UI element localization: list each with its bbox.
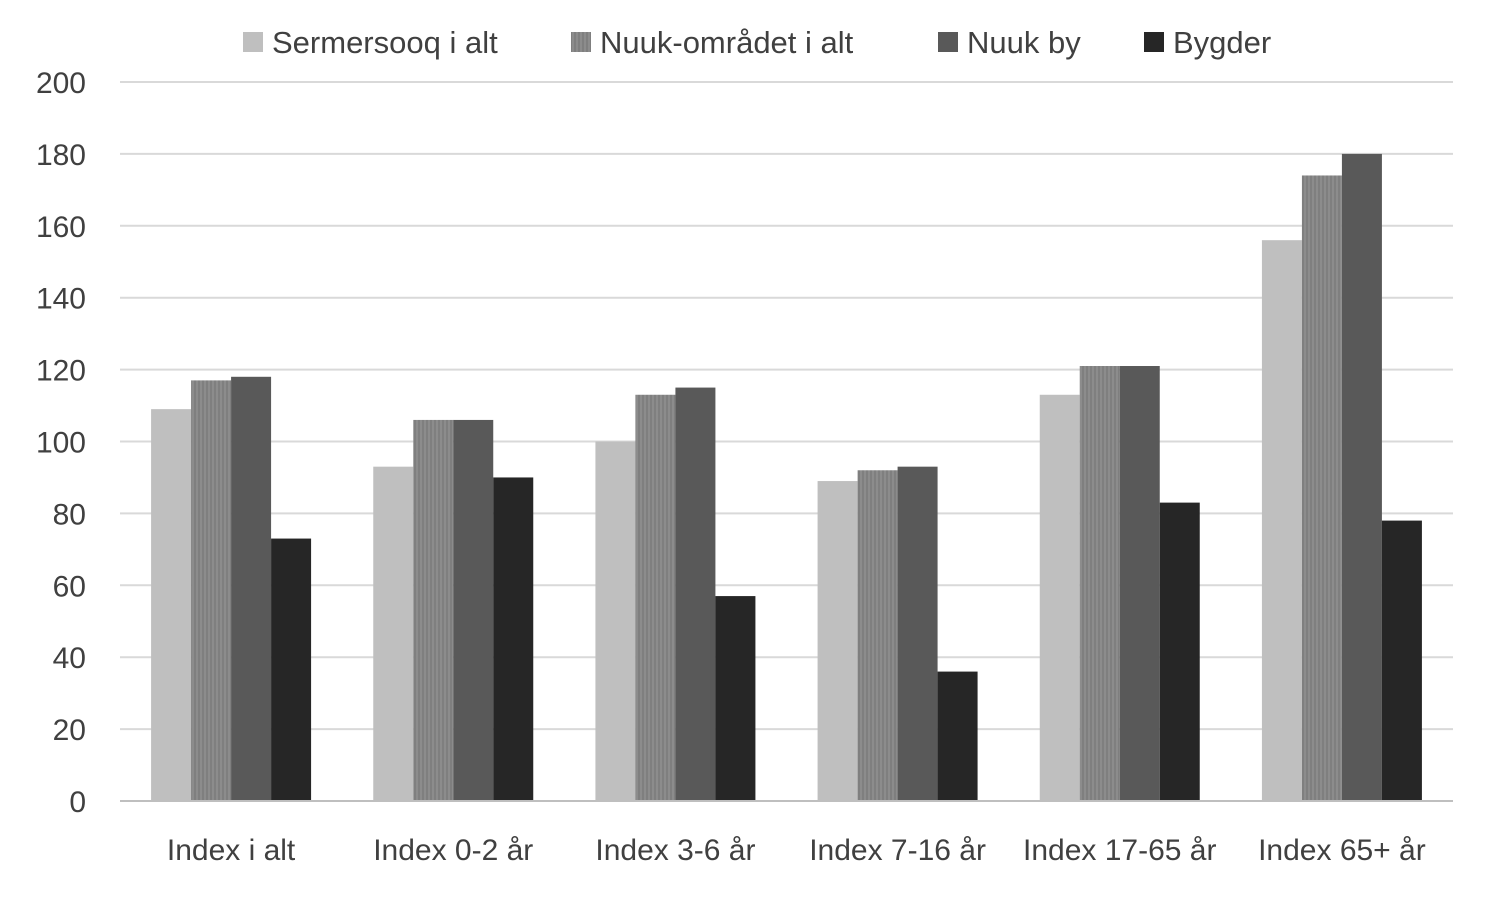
y-tick-label: 80 — [53, 498, 86, 531]
x-axis: Index i alt Index 0-2 år Index 3-6 år Index… — [120, 800, 1453, 867]
legend-label: Bygder — [1173, 25, 1271, 60]
y-tick-label: 160 — [36, 211, 86, 244]
legend-label: Nuuk by — [967, 25, 1081, 60]
y-tick-label: 20 — [53, 714, 86, 747]
bar — [635, 394, 676, 801]
bar — [191, 380, 232, 801]
bar — [151, 409, 192, 801]
legend-swatch — [938, 32, 958, 52]
bar — [1381, 520, 1422, 801]
bar — [595, 441, 636, 801]
y-tick-label: 0 — [69, 786, 86, 819]
bar — [1119, 366, 1160, 801]
y-tick-label: 180 — [36, 139, 86, 172]
x-tick-label: Index 17-65 år — [1023, 834, 1216, 867]
x-tick-label: Index 0-2 år — [373, 834, 533, 867]
bar — [675, 387, 716, 801]
bar — [857, 470, 898, 801]
y-tick-label: 60 — [53, 570, 86, 603]
bar — [1159, 502, 1200, 801]
bar — [1079, 366, 1120, 801]
y-tick-label: 200 — [36, 67, 86, 100]
bar — [453, 419, 494, 801]
bar — [715, 596, 756, 801]
legend-swatch — [571, 32, 591, 52]
y-tick-label: 100 — [36, 427, 86, 460]
bar — [1039, 394, 1080, 801]
legend: Sermersooq i alt Nuuk-området i alt Nuuk b… — [243, 25, 1271, 60]
x-tick-label: Index 7-16 år — [809, 834, 986, 867]
legend-swatch — [1144, 32, 1164, 52]
bar — [493, 477, 534, 801]
bars — [151, 153, 1422, 802]
y-tick-label: 40 — [53, 642, 86, 675]
legend-swatch — [243, 32, 263, 52]
bar — [1341, 153, 1382, 801]
bar — [817, 481, 858, 801]
y-tick-label: 120 — [36, 355, 86, 388]
bar — [1301, 175, 1342, 802]
bar — [413, 419, 454, 801]
bar — [231, 376, 272, 801]
legend-label: Nuuk-området i alt — [600, 25, 854, 60]
bar — [271, 538, 312, 801]
gridlines — [120, 81, 1453, 731]
bar — [897, 466, 938, 801]
bar — [937, 671, 978, 801]
bar — [1261, 240, 1302, 801]
x-tick-label: Index 3-6 år — [595, 834, 755, 867]
legend-label: Sermersooq i alt — [272, 25, 498, 60]
bar — [373, 466, 414, 801]
x-tick-label: Index 65+ år — [1258, 834, 1426, 867]
x-tick-label: Index i alt — [167, 834, 296, 867]
y-axis: 0 20 40 60 80 100 120 140 160 180 200 — [36, 67, 86, 819]
y-tick-label: 140 — [36, 283, 86, 316]
